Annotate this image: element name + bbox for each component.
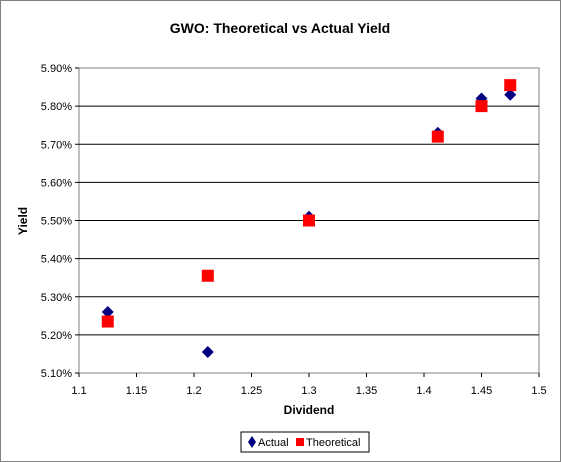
actual-point [201,346,214,359]
legend-box [240,431,370,453]
x-tick-label: 1.2 [186,385,201,397]
y-tick-label: 5.60% [41,177,72,189]
y-tick-label: 5.70% [41,139,72,151]
grid-lines [79,105,539,336]
legend-actual-diamond-icon [248,436,256,448]
theoretical-point [475,100,488,113]
y-tick-label: 5.90% [41,63,72,75]
y-tick-label: 5.80% [41,101,72,113]
x-tick-label: 1.3 [301,385,316,397]
chart-title: GWO: Theoretical vs Actual Yield [170,20,390,36]
theoretical-point [504,79,517,92]
x-tick-label: 1.35 [356,385,377,397]
y-tick-label: 5.20% [41,330,72,342]
x-tick-label: 1.1 [71,385,86,397]
x-tick-label: 1.25 [241,385,262,397]
series-layer [101,79,517,359]
x-tick-label: 1.45 [471,385,492,397]
x-tick-label: 1.4 [416,385,431,397]
actual-point [504,88,517,101]
legend-theoretical-square-icon [296,438,304,446]
x-axis-ticks: 1.1 1.15 1.2 1.25 1.3 1.35 1.4 1.45 1.5 [71,373,547,397]
legend-label-theoretical: Theoretical [306,437,360,449]
theoretical-point [201,269,214,282]
theoretical-point [101,315,114,328]
y-tick-label: 5.10% [41,368,72,380]
theoretical-point [303,214,315,227]
x-axis-title: Dividend [284,403,335,417]
legend-label-actual: Actual [258,437,289,449]
y-axis-ticks: 5.10% 5.20% 5.30% 5.40% 5.50% 5.60% 5.70% 5.80%… [41,63,79,380]
theoretical-point [431,130,444,143]
actual-point [101,306,114,318]
y-tick-label: 5.50% [41,216,72,228]
y-tick-label: 5.30% [41,292,72,304]
x-tick-label: 1.5 [531,385,546,397]
x-tick-label: 1.15 [126,385,147,397]
legend: Actual Theoretical [240,431,370,453]
y-axis-title: Yield [16,207,30,235]
y-tick-label: 5.40% [41,254,72,266]
